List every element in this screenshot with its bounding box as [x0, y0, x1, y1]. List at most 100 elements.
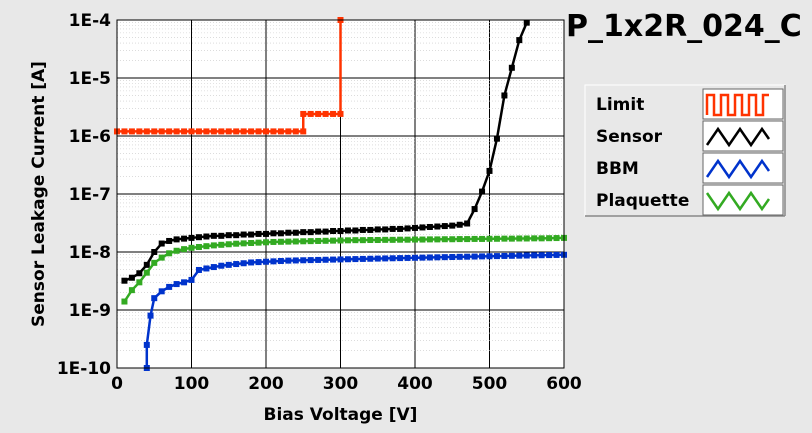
x-tick-label: 400 [397, 374, 433, 394]
data-point [546, 252, 553, 259]
data-point [147, 312, 154, 319]
data-point [248, 231, 255, 238]
x-tick-label: 600 [546, 374, 582, 394]
data-point [330, 237, 337, 244]
data-point [456, 253, 463, 260]
data-point [121, 128, 128, 135]
data-point [434, 236, 441, 243]
data-point [195, 266, 202, 273]
data-point [225, 128, 232, 135]
data-point [188, 276, 195, 283]
data-point [315, 256, 322, 263]
y-tick-label: 1E-7 [69, 185, 111, 205]
data-point [166, 237, 173, 244]
data-point [210, 232, 217, 239]
data-point [426, 236, 433, 243]
data-point [218, 241, 225, 248]
data-point [158, 240, 165, 247]
data-point [412, 254, 418, 261]
data-point [434, 254, 441, 261]
data-point [240, 231, 247, 238]
data-point [389, 255, 396, 262]
data-point [255, 230, 262, 237]
legend-swatch-bbm [702, 152, 784, 184]
y-tick-label: 1E-5 [69, 69, 111, 89]
tick-labels: 0 100 200 300 400 500 600 1E-10 1E-9 1E-8 1E-7 1E-6… [57, 11, 582, 394]
data-point [501, 252, 508, 259]
data-point [143, 128, 150, 135]
data-point [456, 221, 463, 228]
data-point [136, 128, 143, 135]
data-point [449, 236, 456, 243]
data-point [404, 225, 411, 232]
data-point [270, 258, 277, 265]
data-point [181, 246, 188, 253]
data-point [158, 128, 165, 135]
data-point [523, 252, 530, 259]
data-point [255, 239, 262, 246]
data-point [359, 237, 366, 244]
data-point [531, 252, 538, 259]
data-point [367, 237, 374, 244]
data-point [337, 228, 344, 235]
data-point [404, 254, 411, 261]
legend-swatch-line [705, 93, 769, 117]
data-point [486, 235, 493, 242]
x-tick-label: 300 [323, 374, 359, 394]
data-point [218, 262, 225, 269]
data-point [240, 260, 247, 267]
data-point [344, 256, 351, 263]
data-point [382, 236, 389, 243]
data-point [166, 283, 173, 290]
data-point [136, 270, 143, 277]
data-point [263, 239, 269, 246]
data-point [404, 236, 411, 243]
data-point [285, 128, 292, 135]
plot-frame [116, 19, 565, 369]
data-point [136, 279, 143, 286]
data-point [464, 220, 471, 227]
data-point [352, 256, 359, 263]
data-point [277, 230, 284, 237]
data-point [367, 255, 374, 262]
data-point [479, 235, 486, 242]
data-point [240, 240, 247, 247]
data-point [158, 288, 165, 295]
data-point [292, 257, 299, 264]
data-point [359, 226, 366, 233]
legend-label-limit: Limit [596, 95, 644, 115]
data-point [412, 224, 418, 231]
legend-swatch-sensor [702, 120, 784, 152]
data-point [359, 255, 366, 262]
data-point [188, 234, 195, 241]
data-point [464, 253, 471, 260]
x-tick-label: 200 [248, 374, 284, 394]
data-point [382, 226, 389, 233]
y-tick-label: 1E-10 [57, 359, 111, 379]
data-point [225, 241, 232, 248]
data-point [277, 238, 284, 245]
data-point [285, 229, 292, 236]
data-point [479, 253, 486, 260]
data-point [203, 233, 210, 240]
data-point [263, 230, 269, 237]
data-point [426, 223, 433, 230]
data-point [143, 261, 150, 268]
data-point [233, 261, 240, 268]
data-point [270, 128, 277, 135]
data-point [300, 238, 307, 245]
data-point [255, 128, 262, 135]
data-point [218, 232, 225, 239]
data-point [434, 223, 441, 230]
data-point [203, 128, 210, 135]
data-point [344, 237, 351, 244]
data-point [128, 128, 135, 135]
data-point [546, 235, 553, 242]
data-point [218, 128, 225, 135]
legend-label-bbm: BBM [596, 159, 639, 179]
data-point [523, 19, 530, 26]
data-point [240, 128, 247, 135]
data-point [151, 295, 158, 302]
data-point [367, 226, 374, 233]
data-point [285, 238, 292, 245]
